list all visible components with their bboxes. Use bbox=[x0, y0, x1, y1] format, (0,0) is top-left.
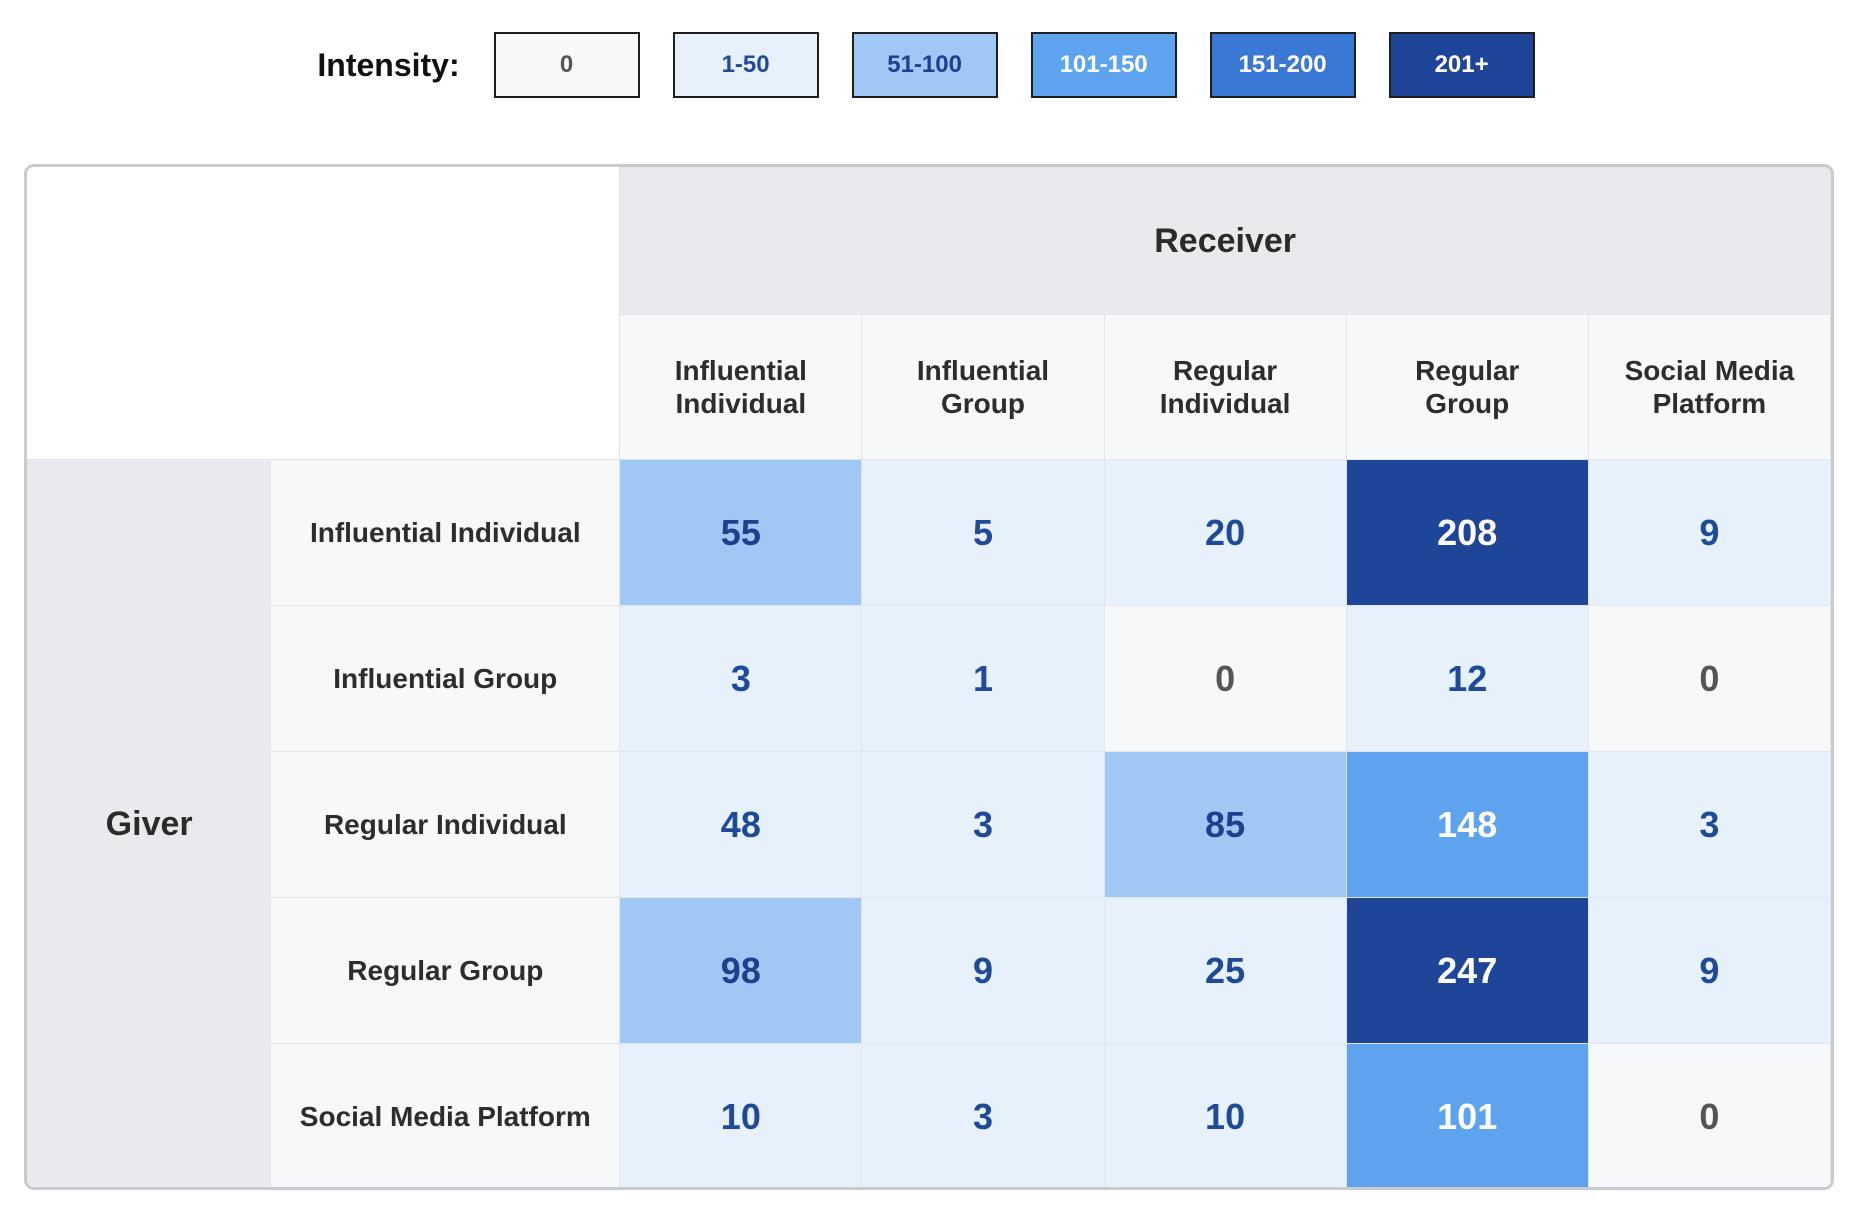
heatmap-cell: 55 bbox=[619, 459, 863, 606]
heatmap-cell: 3 bbox=[861, 1043, 1105, 1187]
column-header-row: Influential Individual Influential Group Reg… bbox=[28, 314, 1831, 460]
column-header-line: Group bbox=[1425, 388, 1510, 419]
heatmap-cell: 9 bbox=[1587, 897, 1831, 1044]
heatmap-cell: 148 bbox=[1345, 751, 1589, 898]
intensity-legend: Intensity: 0 1-50 51-100 101-150 151-200 201+ bbox=[0, 32, 1852, 98]
row-header: Regular Individual bbox=[270, 751, 621, 898]
heatmap-cell: 1 bbox=[861, 605, 1105, 752]
heatmap-body: Giver Influential Individual 55 5 20 208 9 Infl… bbox=[27, 459, 1831, 1187]
heatmap-cell: 98 bbox=[619, 897, 863, 1044]
column-header-line: Regular bbox=[1415, 355, 1520, 386]
giver-axis-label: Giver bbox=[27, 459, 272, 1187]
heatmap-cell: 3 bbox=[619, 605, 863, 752]
table-row: Influential Group 3 1 0 12 0 bbox=[28, 605, 1831, 752]
heatmap-cell: 5 bbox=[861, 459, 1105, 606]
table-row: Regular Group 98 9 25 247 9 bbox=[28, 897, 1831, 1044]
heatmap-cell: 0 bbox=[1587, 605, 1831, 752]
column-header: Influential Individual bbox=[619, 314, 863, 460]
row-header: Influential Group bbox=[270, 605, 621, 752]
column-header-line: Group bbox=[940, 388, 1025, 419]
legend-title: Intensity: bbox=[317, 46, 460, 83]
heatmap-cell: 12 bbox=[1345, 605, 1589, 752]
column-header-line: Social Media bbox=[1624, 355, 1795, 386]
table-row: Giver Influential Individual 55 5 20 208 9 bbox=[27, 459, 1831, 1187]
heatmap-panel: Receiver Influential Individual Influentia… bbox=[24, 164, 1834, 1190]
row-header: Regular Group bbox=[270, 897, 621, 1044]
heatmap-cell: 3 bbox=[861, 751, 1105, 898]
heatmap-cell: 9 bbox=[1587, 459, 1831, 606]
heatmap-cell: 0 bbox=[1587, 1043, 1831, 1187]
column-header-line: Individual bbox=[675, 388, 807, 419]
column-header-line: Platform bbox=[1652, 388, 1767, 419]
heatmap-cell: 85 bbox=[1103, 751, 1347, 898]
heatmap-cell: 3 bbox=[1587, 751, 1831, 898]
corner-blank bbox=[27, 167, 620, 460]
legend-swatch-2: 51-100 bbox=[851, 32, 998, 98]
heatmap-cell: 101 bbox=[1345, 1043, 1589, 1187]
heatmap-cell: 48 bbox=[619, 751, 863, 898]
legend-swatch-4: 151-200 bbox=[1209, 32, 1356, 98]
table-row: Social Media Platform 10 3 10 101 0 bbox=[28, 1043, 1831, 1187]
legend-swatch-3: 101-150 bbox=[1030, 32, 1177, 98]
column-header-line: Regular bbox=[1172, 355, 1278, 386]
column-header-line: Individual bbox=[1159, 388, 1291, 419]
heatmap-cell: 10 bbox=[1103, 1043, 1347, 1187]
row-header: Influential Individual bbox=[270, 459, 621, 606]
column-header: Social Media Platform bbox=[1587, 314, 1831, 460]
column-header-line: Influential bbox=[916, 355, 1050, 386]
heatmap-cell: 20 bbox=[1103, 459, 1347, 606]
column-header: Regular Individual bbox=[1103, 314, 1347, 460]
table-row: Regular Individual 48 3 85 148 3 bbox=[28, 751, 1831, 898]
legend-items: 0 1-50 51-100 101-150 151-200 201+ bbox=[493, 32, 1535, 98]
legend-swatch-5: 201+ bbox=[1388, 32, 1535, 98]
column-header-line: Influential bbox=[674, 355, 807, 386]
row-header: Social Media Platform bbox=[270, 1043, 621, 1187]
column-header: Influential Group bbox=[861, 314, 1105, 460]
column-header: Regular Group bbox=[1345, 314, 1589, 460]
heatmap-cell: 208 bbox=[1345, 459, 1589, 606]
heatmap-cell: 25 bbox=[1103, 897, 1347, 1044]
heatmap-cell: 0 bbox=[1103, 605, 1347, 752]
legend-swatch-0: 0 bbox=[493, 32, 640, 98]
legend-swatch-1: 1-50 bbox=[672, 32, 819, 98]
heatmap-cell: 9 bbox=[861, 897, 1105, 1044]
heatmap-table: Receiver Influential Individual Influentia… bbox=[27, 167, 1831, 1187]
heatmap-cell: 247 bbox=[1345, 897, 1589, 1044]
receiver-axis-label: Receiver bbox=[619, 167, 1831, 315]
heatmap-cell: 10 bbox=[619, 1043, 863, 1187]
